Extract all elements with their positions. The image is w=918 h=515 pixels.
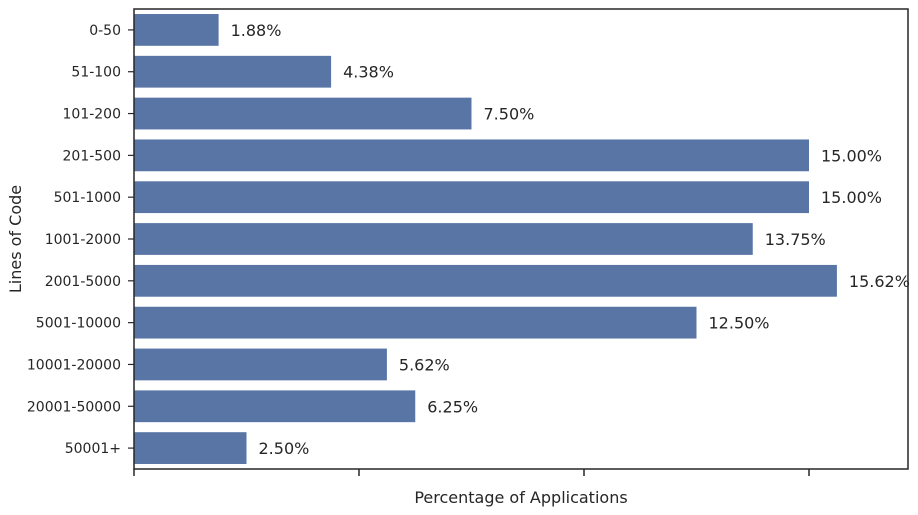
- data-label-101-200: 7.50%: [484, 105, 535, 124]
- bars-group: [134, 14, 837, 464]
- bar-501-1000: [134, 181, 809, 214]
- y-tick-label-1001-2000: 1001-2000: [45, 232, 121, 248]
- bar-2001-5000: [134, 264, 837, 297]
- y-tick-label-10001-20000: 10001-20000: [27, 357, 121, 373]
- bar-51-100: [134, 55, 332, 88]
- bar-201-500: [134, 139, 809, 172]
- data-label-201-500: 15.00%: [821, 146, 882, 165]
- bar-50001+: [134, 432, 247, 464]
- x-ticks-group: [133, 469, 810, 476]
- data-label-10001-20000: 5.62%: [399, 355, 450, 374]
- data-label-20001-50000: 6.25%: [427, 397, 478, 416]
- data-label-0-50: 1.88%: [231, 21, 282, 40]
- y-axis-title: Lines of Code: [6, 185, 25, 293]
- y-tick-label-50001+: 50001+: [65, 441, 121, 457]
- data-label-51-100: 4.38%: [343, 63, 394, 82]
- data-label-1001-2000: 13.75%: [765, 230, 826, 249]
- bar-0-50: [134, 14, 219, 46]
- bar-1001-2000: [134, 223, 753, 255]
- y-tick-label-51-100: 51-100: [71, 65, 121, 81]
- x-axis-title: Percentage of Applications: [414, 488, 627, 507]
- y-tick-labels-group: 0-50 51-100 101-200 201-500 501-1000 1001-200…: [27, 23, 134, 457]
- y-tick-label-20001-50000: 20001-50000: [27, 399, 121, 415]
- data-label-5001-10000: 12.50%: [709, 314, 770, 333]
- plot-frame: [133, 8, 909, 470]
- y-tick-label-2001-5000: 2001-5000: [45, 274, 121, 290]
- y-tick-label-201-500: 201-500: [63, 148, 122, 164]
- bar-101-200: [134, 97, 472, 130]
- y-tick-label-5001-10000: 5001-10000: [36, 316, 121, 332]
- data-labels-group: 1.88% 4.38% 7.50% 15.00% 15.00% 13.75% 15.62% 1…: [231, 21, 910, 458]
- data-label-50001+: 2.50%: [259, 439, 310, 458]
- bar-10001-20000: [134, 348, 387, 381]
- bar-20001-50000: [134, 390, 416, 423]
- y-tick-label-501-1000: 501-1000: [54, 190, 121, 206]
- y-tick-label-101-200: 101-200: [63, 107, 122, 123]
- data-label-2001-5000: 15.62%: [849, 272, 910, 291]
- data-label-501-1000: 15.00%: [821, 188, 882, 207]
- bar-5001-10000: [134, 306, 697, 339]
- y-tick-label-0-50: 0-50: [89, 23, 121, 39]
